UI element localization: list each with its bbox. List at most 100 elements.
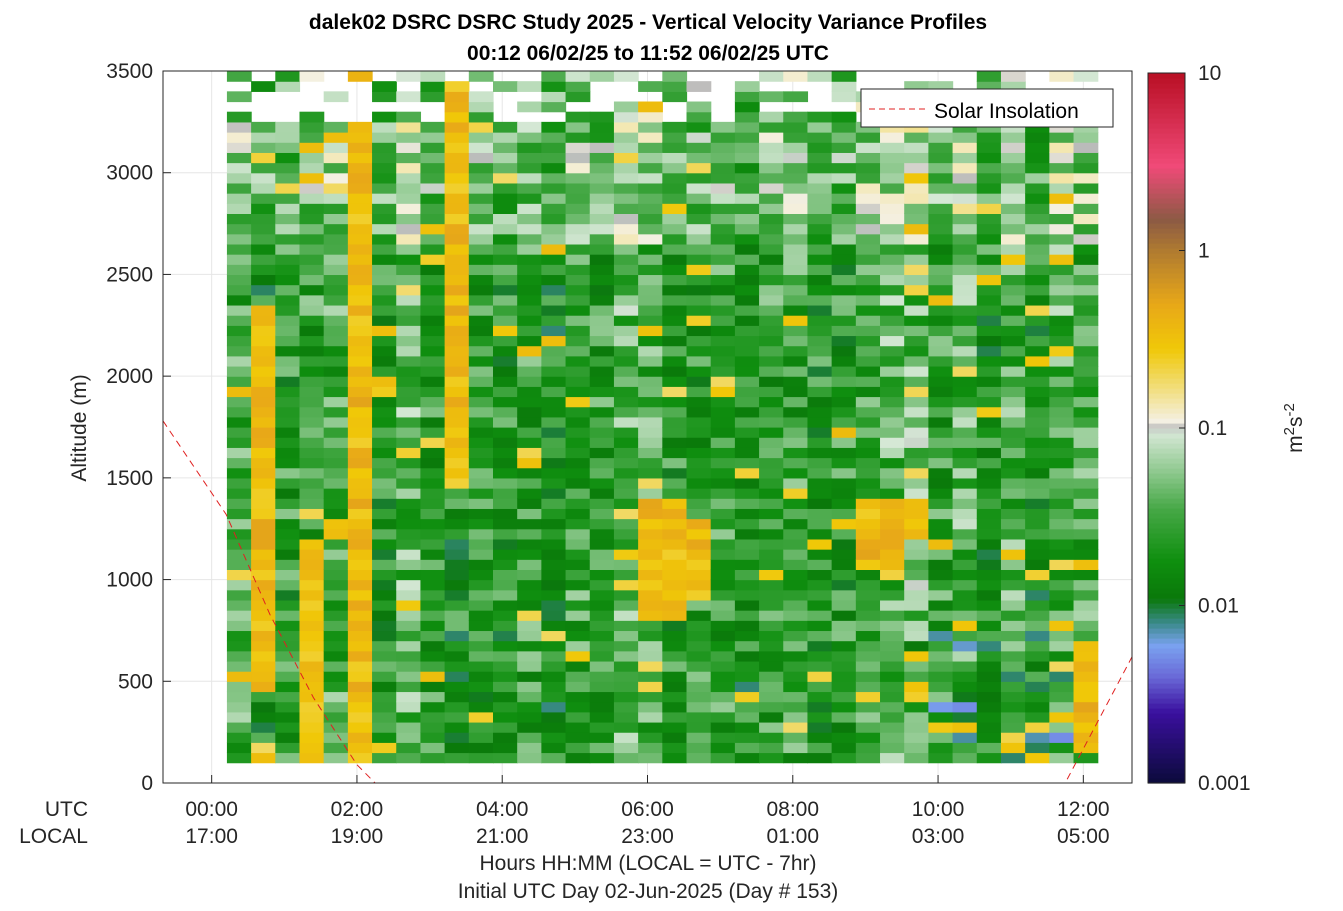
heatmap-cell: [323, 264, 349, 276]
heatmap-cell: [855, 304, 881, 316]
heatmap-cell: [468, 152, 494, 164]
heatmap-cell: [275, 579, 301, 591]
heatmap-cell: [880, 640, 905, 652]
colorbar-swatch: [1148, 688, 1185, 694]
heatmap-cell: [1049, 742, 1075, 754]
heatmap-cell: [1000, 477, 1026, 489]
heatmap-cell: [904, 223, 929, 235]
heatmap-cell: [734, 711, 760, 723]
heatmap-cell: [952, 335, 978, 347]
heatmap-cell: [880, 193, 905, 204]
heatmap-cell: [831, 172, 857, 184]
heatmap-cell: [662, 437, 688, 448]
heatmap-cell: [468, 254, 494, 265]
heatmap-cell: [734, 294, 760, 306]
heatmap-cell: [904, 599, 929, 611]
heatmap-cell: [638, 315, 663, 326]
heatmap-cell: [468, 396, 494, 408]
heatmap-cell: [347, 610, 373, 621]
heatmap-cell: [759, 264, 784, 276]
heatmap-cell: [952, 406, 978, 418]
heatmap-cell: [323, 427, 349, 438]
heatmap-cell: [444, 742, 470, 754]
heatmap-cell: [1073, 508, 1099, 520]
heatmap-cell: [444, 488, 470, 499]
heatmap-cell: [831, 681, 857, 693]
heatmap-cell: [275, 325, 301, 337]
heatmap-cell: [589, 630, 615, 642]
heatmap-cell: [493, 650, 518, 662]
heatmap-cell: [420, 335, 446, 347]
heatmap-cell: [589, 498, 615, 509]
heatmap-cell: [251, 203, 276, 214]
colorbar-swatch: [1148, 568, 1185, 574]
heatmap-cell: [517, 121, 542, 133]
heatmap-cell: [1025, 620, 1050, 632]
heatmap-cell: [880, 335, 905, 347]
heatmap-cell: [976, 477, 1002, 489]
heatmap-cell: [976, 742, 1002, 754]
heatmap-cell: [565, 376, 591, 387]
heatmap-cell: [323, 721, 349, 733]
heatmap-cell: [880, 152, 905, 164]
heatmap-cell: [638, 437, 663, 448]
colorbar-swatch: [1148, 253, 1185, 259]
heatmap-cell: [299, 610, 325, 621]
heatmap-cell: [1025, 640, 1050, 652]
heatmap-cell: [759, 559, 784, 570]
heatmap-cell: [928, 254, 954, 265]
heatmap-cell: [589, 203, 615, 214]
heatmap-cell: [976, 182, 1002, 194]
heatmap-cell: [904, 467, 929, 479]
heatmap-cell: [613, 711, 639, 723]
heatmap-cell: [226, 182, 252, 194]
heatmap-cell: [444, 518, 470, 530]
colorbar-swatch: [1148, 308, 1185, 314]
heatmap-cell: [855, 365, 881, 377]
colorbar-swatch: [1148, 453, 1185, 459]
colorbar-swatch: [1148, 458, 1185, 464]
y-tick-label: 1500: [106, 467, 153, 490]
heatmap-cell: [734, 101, 760, 113]
heatmap-cell: [759, 742, 784, 754]
heatmap-cell: [638, 172, 663, 184]
heatmap-cell: [686, 427, 712, 438]
heatmap-cell: [807, 365, 833, 377]
heatmap-cell: [710, 711, 736, 723]
heatmap-cell: [613, 223, 639, 235]
heatmap-cell: [928, 457, 954, 469]
heatmap-cell: [1049, 528, 1075, 540]
heatmap-cell: [372, 132, 397, 143]
heatmap-cell: [613, 599, 639, 611]
heatmap-cell: [226, 549, 252, 560]
heatmap-cell: [928, 681, 954, 693]
heatmap-cell: [613, 721, 639, 733]
heatmap-cell: [275, 142, 301, 153]
heatmap-cell: [541, 81, 567, 92]
heatmap-cell: [734, 721, 760, 733]
heatmap-cell: [420, 599, 446, 611]
heatmap-cell: [565, 671, 591, 682]
heatmap-cell: [928, 427, 954, 438]
heatmap-cell: [372, 203, 397, 214]
heatmap-cell: [444, 274, 470, 286]
heatmap-cell: [952, 182, 978, 194]
heatmap-cell: [880, 498, 905, 509]
heatmap-cell: [855, 650, 881, 662]
heatmap-cell: [759, 467, 784, 479]
heatmap-cell: [759, 111, 784, 123]
heatmap-cell: [468, 538, 494, 550]
heatmap-cell: [710, 721, 736, 733]
heatmap-cell: [807, 315, 833, 326]
heatmap-cell: [880, 538, 905, 550]
local-row-label: LOCAL: [19, 825, 88, 848]
heatmap-cell: [686, 579, 712, 591]
heatmap-cell: [976, 701, 1002, 713]
colorbar-swatch: [1148, 773, 1185, 779]
heatmap-cell: [831, 81, 857, 92]
heatmap-cell: [734, 193, 760, 204]
heatmap-cell: [710, 732, 736, 743]
heatmap-cell: [783, 427, 809, 438]
heatmap-cell: [1073, 569, 1099, 581]
heatmap-cell: [517, 132, 542, 143]
